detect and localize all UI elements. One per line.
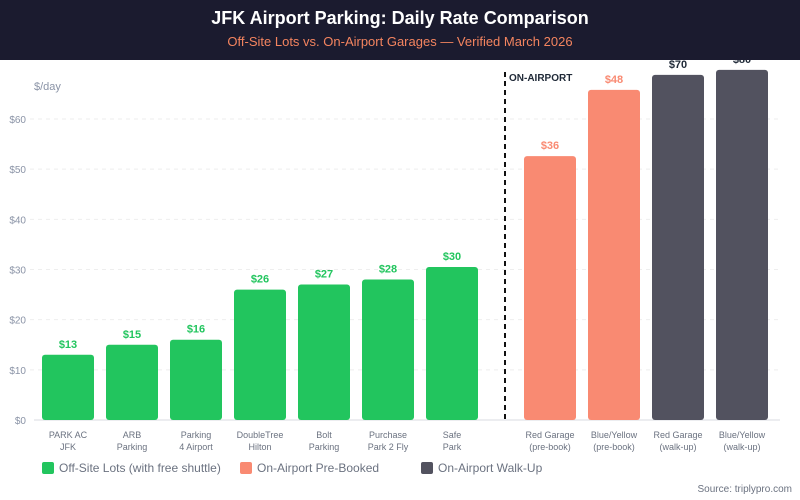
bar (426, 266, 478, 420)
bar (362, 279, 414, 420)
bar-value-label: $30 (443, 251, 461, 263)
legend-swatch (42, 462, 54, 474)
x-tick-label: Red Garage (653, 430, 702, 440)
y-tick-label: $10 (9, 366, 26, 377)
x-tick-label: Safe (443, 430, 462, 440)
bar-value-label: $36 (541, 140, 559, 152)
bar-value-label: $27 (315, 269, 333, 281)
x-tick-label: Hilton (248, 442, 271, 452)
x-tick-label: (pre-book) (593, 442, 635, 452)
bar-value-label: $13 (59, 339, 77, 351)
legend-item-walkup: On-Airport Walk-Up (421, 461, 542, 475)
x-tick-label: ARB (123, 430, 142, 440)
y-tick-label: $30 (9, 266, 26, 277)
bar-value-label: $26 (251, 274, 269, 286)
bar-value-label: $28 (379, 264, 397, 276)
x-tick-label: Parking (309, 442, 340, 452)
bar (42, 354, 94, 420)
section-label: ON-AIRPORT (509, 73, 572, 84)
bar (170, 339, 222, 420)
x-tick-label: Park 2 Fly (368, 442, 409, 452)
legend-item-prebooked: On-Airport Pre-Booked (240, 461, 379, 475)
bar-value-label: $70 (669, 59, 687, 71)
bar (524, 156, 576, 420)
x-tick-label: (walk-up) (723, 442, 760, 452)
legend-item-offsite: Off-Site Lots (with free shuttle) (42, 461, 221, 475)
x-tick-label: Bolt (316, 430, 332, 440)
chart-header: JFK Airport Parking: Daily Rate Comparis… (0, 0, 800, 60)
legend-label: On-Airport Pre-Booked (257, 461, 380, 475)
x-tick-label: Purchase (369, 430, 407, 440)
legend-label: On-Airport Walk-Up (438, 461, 543, 475)
bar-value-label: $15 (123, 329, 141, 341)
x-tick-label: Blue/Yellow (719, 430, 766, 440)
chart-title: JFK Airport Parking: Daily Rate Comparis… (211, 8, 589, 28)
y-axis-label: $/day (34, 81, 61, 93)
x-tick-label: 4 Airport (179, 442, 213, 452)
x-tick-label: (pre-book) (529, 442, 571, 452)
chart-subtitle: Off-Site Lots vs. On-Airport Garages — V… (227, 34, 573, 49)
x-tick-label: Parking (117, 442, 148, 452)
bar (652, 74, 704, 420)
source-note: Source: triplypro.com (697, 484, 792, 495)
bar-value-label: $16 (187, 324, 205, 336)
bar-value-label: $48 (605, 74, 623, 86)
x-tick-label: (walk-up) (659, 442, 696, 452)
y-tick-label: $40 (9, 215, 26, 226)
bar (106, 344, 158, 420)
y-tick-label: $60 (9, 115, 26, 126)
x-tick-label: Blue/Yellow (591, 430, 638, 440)
legend-label: Off-Site Lots (with free shuttle) (59, 461, 221, 475)
x-tick-label: DoubleTree (237, 430, 284, 440)
y-tick-label: $0 (15, 416, 27, 427)
x-tick-label: Parking (181, 430, 212, 440)
bar (234, 289, 286, 420)
x-tick-label: JFK (60, 442, 76, 452)
legend-swatch (240, 462, 252, 474)
legend-swatch (421, 462, 433, 474)
x-tick-label: Red Garage (525, 430, 574, 440)
x-tick-label: PARK AC (49, 430, 88, 440)
bar (716, 69, 768, 420)
bar (588, 89, 640, 421)
x-tick-label: Park (443, 442, 462, 452)
bar (298, 284, 350, 420)
y-tick-label: $50 (9, 165, 26, 176)
y-tick-label: $20 (9, 316, 26, 327)
